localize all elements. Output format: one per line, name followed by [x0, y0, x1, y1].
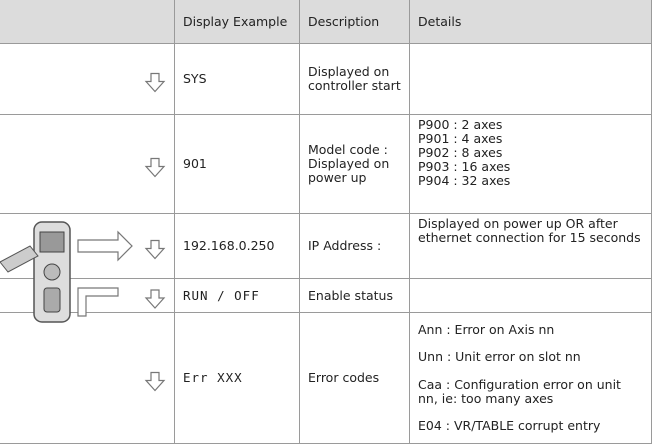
icon-cell — [0, 44, 175, 115]
detail-line: P903 : 16 axes — [418, 159, 511, 174]
detail-line: E04 : VR/TABLE corrupt entry — [418, 418, 601, 434]
description: Displayed on controller start — [308, 64, 401, 93]
description: Error codes — [308, 370, 380, 385]
detail-line: Caa : Configuration error on unit nn, ie… — [418, 376, 621, 406]
description: IP Address : — [308, 238, 382, 253]
display-cell: Err XXX — [175, 313, 300, 444]
down-arrow — [144, 371, 166, 392]
down-arrow — [144, 157, 166, 178]
detail-line: P902 : 8 axes — [418, 145, 503, 160]
display-example: Err XXX — [183, 370, 243, 385]
header-text: Display Example — [183, 13, 288, 29]
controller-device — [0, 221, 133, 323]
detail-line: Unn : Unit error on slot nn — [418, 349, 581, 365]
details-cell — [410, 44, 652, 115]
icon-cell — [0, 214, 175, 279]
detail-line: P904 : 32 axes — [418, 173, 511, 188]
detail-line: P900 : 2 axes — [418, 117, 503, 132]
icon-cell — [0, 279, 175, 313]
display-cell: 901 — [175, 115, 300, 214]
description-cell: Enable status — [300, 279, 410, 313]
display-example: 901 — [183, 156, 207, 171]
header-cell: Details — [410, 0, 652, 44]
header-cell — [0, 0, 175, 44]
icons — [0, 72, 166, 392]
header-text: Details — [418, 13, 462, 29]
down-arrow — [144, 239, 166, 260]
description: Enable status — [308, 287, 393, 303]
detail-line: Ann : Error on Axis nn — [418, 321, 555, 337]
detail-line: P901 : 4 axes — [418, 131, 503, 146]
icon-cell — [0, 115, 175, 214]
display-cell: SYS — [175, 44, 300, 115]
display-cell: RUN / OFF — [175, 279, 300, 313]
display-example: SYS — [183, 71, 207, 86]
display-cell: 192.168.0.250 — [175, 214, 300, 279]
header-text: Description — [308, 13, 380, 29]
display-example: 192.168.0.250 — [183, 238, 275, 253]
down-arrow — [144, 289, 166, 309]
down-arrow — [144, 72, 166, 93]
description-cell: Error codes — [300, 313, 410, 444]
details-cell — [410, 279, 652, 313]
description-cell: Displayed on controller start — [300, 44, 410, 115]
details-cell: Ann : Error on Axis nn Unn : Unit error o… — [410, 313, 652, 444]
description-cell: IP Address : — [300, 214, 410, 279]
details-cell: Displayed on power up OR after ethernet … — [410, 214, 652, 279]
header-cell: Description — [300, 0, 410, 44]
details-cell: P900 : 2 axes P901 : 4 axes P902 : 8 axes P… — [410, 115, 652, 214]
header-cell: Display Example — [175, 0, 300, 44]
detail-line: Displayed on power up OR after ethernet … — [418, 216, 641, 245]
description: Model code : Displayed on power up — [308, 142, 390, 185]
display-example: RUN / OFF — [183, 287, 260, 303]
description-cell: Model code : Displayed on power up — [300, 115, 410, 214]
